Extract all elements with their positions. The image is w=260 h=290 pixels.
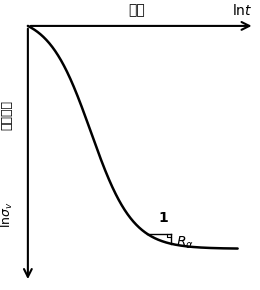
Text: 1: 1 — [158, 211, 168, 225]
Text: 竖向应力: 竖向应力 — [1, 100, 14, 130]
Text: $R_{\alpha}$: $R_{\alpha}$ — [176, 235, 194, 251]
Text: 时间: 时间 — [129, 3, 145, 17]
Text: ln$t$: ln$t$ — [232, 3, 252, 18]
Text: ln$\sigma_v$: ln$\sigma_v$ — [0, 202, 15, 229]
